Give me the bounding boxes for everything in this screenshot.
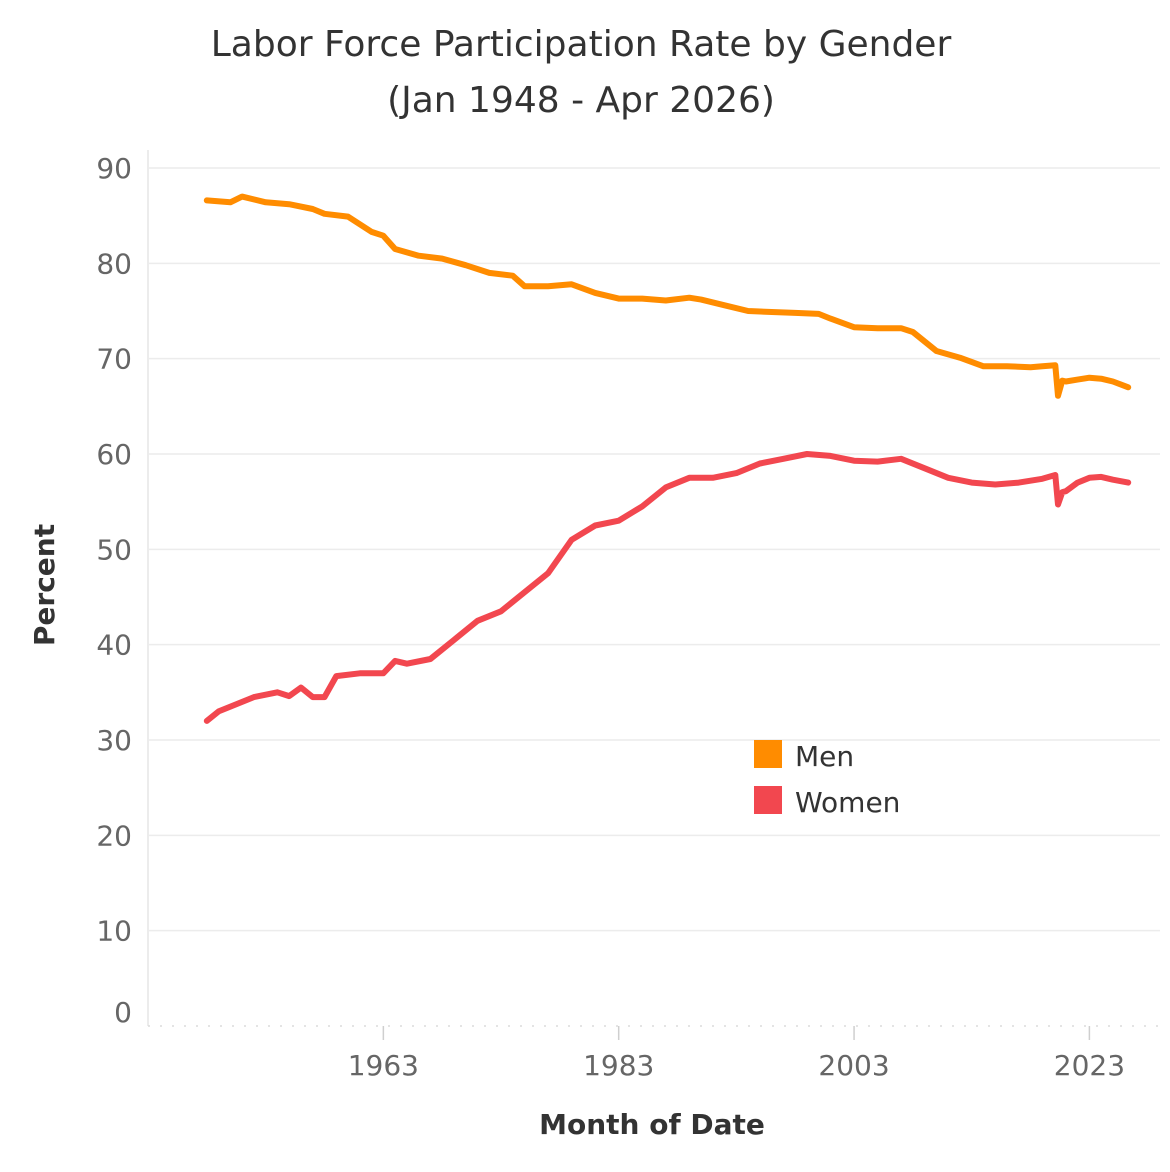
y-tick-label: 90 xyxy=(96,152,132,185)
legend-label-women: Women xyxy=(795,786,900,819)
x-tick-label: 2023 xyxy=(1054,1049,1125,1082)
gridlines xyxy=(147,150,1160,1026)
chart-title: Labor Force Participation Rate by Gender xyxy=(211,24,952,65)
x-axis-title: Month of Date xyxy=(539,1108,765,1141)
y-axis-title: Percent xyxy=(28,524,61,646)
y-tick-label: 80 xyxy=(96,247,132,280)
legend-swatch-women xyxy=(754,786,782,814)
y-tick-label: 0 xyxy=(114,996,132,1029)
y-tick-label: 50 xyxy=(96,533,132,566)
y-tick-label: 30 xyxy=(96,724,132,757)
series-lines xyxy=(203,193,1132,724)
y-tick-label: 20 xyxy=(96,819,132,852)
y-tick-label: 70 xyxy=(96,343,132,376)
y-axis: 0 10 20 30 40 50 60 70 80 90 xyxy=(96,152,132,1029)
legend-swatch-men xyxy=(754,740,782,768)
y-tick-label: 10 xyxy=(96,915,132,948)
series-line-men xyxy=(203,193,1132,399)
series-line-women xyxy=(203,451,1132,724)
x-tick-label: 2003 xyxy=(818,1049,889,1082)
x-axis: 1963 1983 2003 2023 xyxy=(148,1025,1160,1082)
x-tick-label: 1983 xyxy=(583,1049,654,1082)
chart-subtitle: (Jan 1948 - Apr 2026) xyxy=(387,80,775,121)
y-tick-label: 40 xyxy=(96,629,132,662)
x-tick-label: 1963 xyxy=(348,1049,419,1082)
legend: Men Women xyxy=(754,740,900,819)
y-tick-label: 60 xyxy=(96,438,132,471)
legend-label-men: Men xyxy=(795,740,854,773)
